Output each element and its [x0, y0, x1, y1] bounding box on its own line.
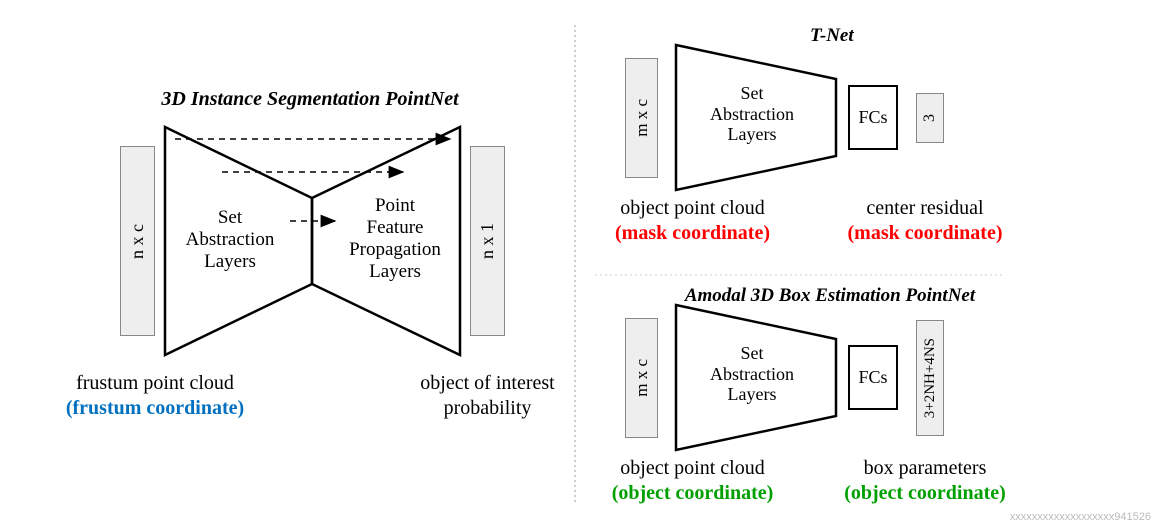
- amodal-input-box: m x c: [625, 318, 658, 438]
- tnet-fcs-label: FCs: [858, 107, 887, 128]
- amodal-fcs-label: FCs: [858, 367, 887, 388]
- watermark: xxxxxxxxxxxxxxxxxxx941526: [1010, 511, 1151, 523]
- left-sa-label: Set Abstraction Layers: [170, 207, 290, 273]
- tnet-caption-l2: (mask coordinate): [595, 222, 790, 245]
- tnet-caption-r1: center residual: [830, 197, 1020, 220]
- tnet-input-label: m x c: [632, 99, 652, 137]
- amodal-input-label: m x c: [632, 359, 652, 397]
- amodal-caption-r2: (object coordinate): [830, 482, 1020, 505]
- amodal-fcs-box: FCs: [848, 345, 898, 410]
- left-output-label: n x 1: [477, 223, 498, 259]
- tnet-input-box: m x c: [625, 58, 658, 178]
- amodal-title: Amodal 3D Box Estimation PointNet: [645, 285, 1015, 307]
- amodal-caption-l2: (object coordinate): [595, 482, 790, 505]
- left-caption-r2: probability: [405, 397, 570, 420]
- left-fp-label: Point Feature Propagation Layers: [335, 195, 455, 282]
- amodal-caption-l1: object point cloud: [595, 457, 790, 480]
- left-input-box: n x c: [120, 146, 155, 336]
- amodal-out-label: 3+2NH+4NS: [922, 338, 939, 418]
- left-input-label: n x c: [127, 224, 148, 259]
- amodal-out-box: 3+2NH+4NS: [916, 320, 944, 436]
- tnet-out-box: 3: [916, 93, 944, 143]
- left-title: 3D Instance Segmentation PointNet: [120, 88, 500, 111]
- tnet-sa-label: Set Abstraction Layers: [692, 83, 812, 145]
- tnet-caption-l1: object point cloud: [595, 197, 790, 220]
- left-caption-l2: (frustum coordinate): [55, 397, 255, 420]
- tnet-caption-r2: (mask coordinate): [830, 222, 1020, 245]
- left-output-box: n x 1: [470, 146, 505, 336]
- tnet-title: T-Net: [810, 25, 854, 47]
- tnet-fcs-box: FCs: [848, 85, 898, 150]
- amodal-caption-r1: box parameters: [830, 457, 1020, 480]
- left-caption-r1: object of interest: [405, 372, 570, 395]
- tnet-out-label: 3: [921, 114, 939, 122]
- left-caption-l1: frustum point cloud: [55, 372, 255, 395]
- amodal-sa-label: Set Abstraction Layers: [692, 343, 812, 405]
